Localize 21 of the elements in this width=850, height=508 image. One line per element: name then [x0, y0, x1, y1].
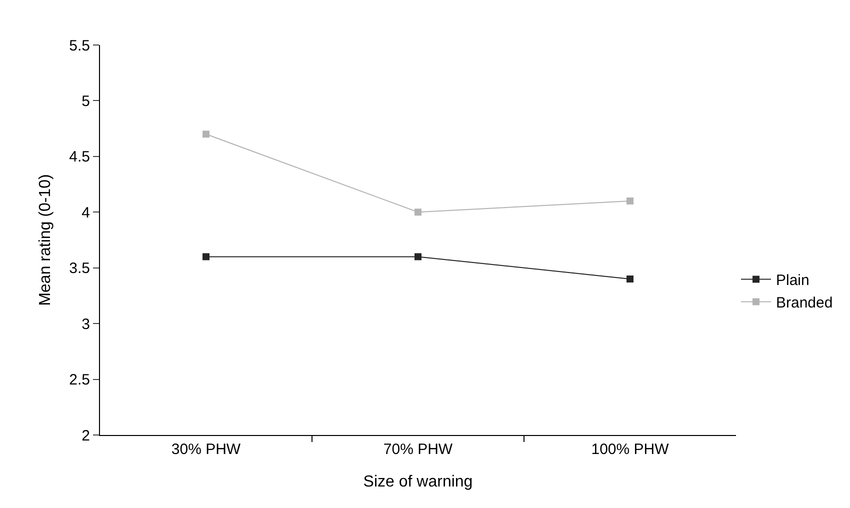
point: [414, 253, 422, 260]
point: [202, 253, 210, 260]
y-tick-label: 4: [82, 204, 90, 222]
point: [414, 208, 422, 216]
point: [626, 198, 634, 204]
legend-label: Branded: [776, 294, 833, 312]
y-tick-label: 3: [82, 316, 90, 333]
x-tick-label: 70% PHW: [383, 441, 454, 458]
y-tick-label: 5.5: [69, 37, 90, 54]
y-tick-label: 2.5: [69, 372, 90, 389]
x-tick-label: 100% PHW: [591, 441, 670, 458]
y-axis-title: Mean rating (0-10): [37, 174, 54, 306]
y-tick-label: 4.5: [69, 148, 90, 166]
y-tick-label: 5: [82, 92, 90, 110]
y-tick-label: 2: [82, 427, 90, 444]
point: [626, 276, 634, 282]
x-tick-label: 30% PHW: [171, 441, 242, 458]
point: [202, 130, 210, 138]
y-tick-label: 3.5: [69, 260, 90, 278]
legend-label: Plain: [776, 272, 810, 290]
x-axis-title: Size of warning: [363, 474, 473, 491]
